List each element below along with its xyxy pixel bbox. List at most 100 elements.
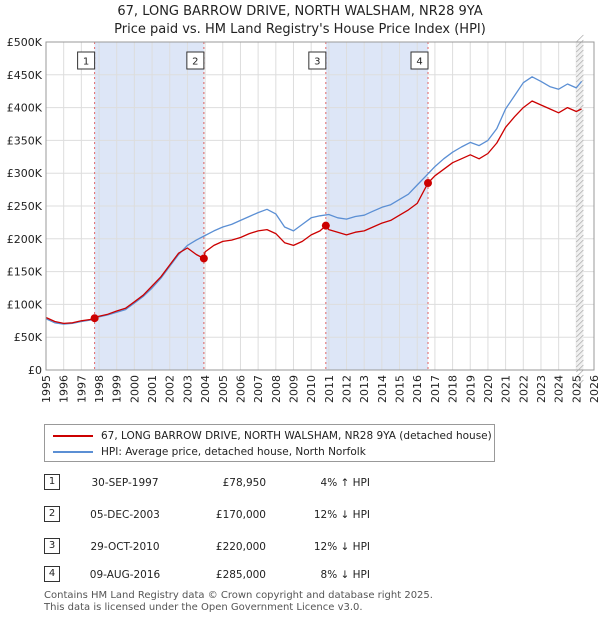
x-tick-label: 2017 bbox=[429, 375, 442, 403]
x-tick-label: 2005 bbox=[217, 375, 230, 403]
chart-title-line1: 67, LONG BARROW DRIVE, NORTH WALSHAM, NR… bbox=[117, 4, 483, 19]
forecast-hatch bbox=[576, 114, 584, 123]
x-tick-label: 2024 bbox=[553, 375, 566, 403]
forecast-hatch bbox=[576, 84, 584, 93]
x-tick-label: 2009 bbox=[287, 375, 300, 403]
sale-number-badge: 2 bbox=[44, 506, 60, 522]
forecast-hatch bbox=[576, 129, 584, 138]
x-tick-label: 2002 bbox=[164, 375, 177, 403]
forecast-hatch bbox=[576, 149, 584, 158]
x-tick-label: 1996 bbox=[58, 375, 71, 403]
forecast-hatch bbox=[576, 279, 584, 288]
x-tick-label: 2004 bbox=[199, 375, 212, 403]
forecast-hatch bbox=[576, 309, 584, 318]
forecast-hatch bbox=[576, 364, 584, 373]
forecast-hatch bbox=[576, 244, 584, 253]
forecast-hatch bbox=[576, 69, 584, 78]
forecast-hatch bbox=[576, 34, 584, 43]
forecast-hatch bbox=[576, 334, 584, 343]
forecast-hatch bbox=[576, 294, 584, 303]
forecast-hatch bbox=[576, 179, 584, 188]
y-axis: £0 £50K £100K £150K £200K £250K £300K £350K £400… bbox=[7, 36, 43, 377]
sale-point bbox=[90, 314, 99, 323]
forecast-hatch bbox=[576, 374, 584, 383]
forecast-hatch bbox=[576, 349, 584, 358]
x-tick-label: 2014 bbox=[376, 375, 389, 403]
forecast-hatch bbox=[576, 314, 584, 323]
forecast-hatch bbox=[576, 64, 584, 73]
x-tick-label: 2020 bbox=[482, 375, 495, 403]
footer: Contains HM Land Registry data © Crown c… bbox=[44, 590, 433, 614]
forecast-hatch bbox=[576, 304, 584, 313]
forecast-hatch bbox=[576, 89, 584, 98]
x-tick-label: 2011 bbox=[323, 375, 336, 403]
sale-point bbox=[424, 179, 433, 188]
y-tick-label: £250K bbox=[7, 200, 43, 213]
forecast-hatch bbox=[576, 369, 584, 378]
forecast-hatch bbox=[576, 354, 584, 363]
y-tick-label: £450K bbox=[7, 69, 43, 82]
forecast-hatch bbox=[576, 159, 584, 168]
sale-price: £170,000 bbox=[215, 509, 266, 521]
forecast-hatch bbox=[576, 329, 584, 338]
sale-date: 09-AUG-2016 bbox=[89, 569, 161, 581]
forecast-hatch bbox=[576, 239, 584, 248]
sale-row: 2 05-DEC-2003 £170,000 12% ↓ HPI bbox=[44, 506, 464, 524]
forecast-hatch bbox=[576, 169, 584, 178]
legend: 67, LONG BARROW DRIVE, NORTH WALSHAM, NR… bbox=[44, 424, 495, 462]
sale-point bbox=[321, 221, 330, 230]
forecast-hatch bbox=[576, 214, 584, 223]
sale-price: £78,950 bbox=[222, 477, 266, 489]
forecast-hatch bbox=[576, 124, 584, 133]
y-tick-label: £400K bbox=[7, 102, 43, 115]
sale-marker-box bbox=[308, 51, 327, 70]
forecast-hatch bbox=[576, 274, 584, 283]
legend-swatch-price bbox=[53, 435, 93, 437]
hpi-line bbox=[45, 76, 583, 325]
y-tick-label: £200K bbox=[7, 233, 43, 246]
forecast-hatch bbox=[576, 189, 584, 198]
forecast-hatch bbox=[576, 184, 584, 193]
forecast-hatch bbox=[576, 154, 584, 163]
sale-point bbox=[199, 254, 208, 263]
forecast-hatch bbox=[576, 99, 584, 108]
forecast-hatch bbox=[576, 219, 584, 228]
forecast-hatch bbox=[576, 289, 584, 298]
forecast-hatch bbox=[576, 344, 584, 353]
sale-marker-label: 4 bbox=[416, 57, 422, 68]
x-tick-label: 2025 bbox=[570, 375, 583, 403]
forecast-hatch bbox=[576, 224, 584, 233]
sale-row: 1 30-SEP-1997 £78,950 4% ↑ HPI bbox=[44, 474, 464, 492]
forecast-hatch bbox=[576, 164, 584, 173]
forecast-hatch bbox=[576, 109, 584, 118]
legend-label-price: 67, LONG BARROW DRIVE, NORTH WALSHAM, NR… bbox=[101, 430, 492, 442]
forecast-hatch bbox=[576, 134, 584, 143]
y-tick-label: £50K bbox=[14, 331, 43, 344]
x-tick-label: 2010 bbox=[305, 375, 318, 403]
chart-title-line2: Price paid vs. HM Land Registry's House … bbox=[114, 22, 486, 37]
sale-hpi-diff: 12% ↓ HPI bbox=[313, 541, 370, 553]
x-tick-label: 1995 bbox=[40, 375, 53, 403]
x-tick-label: 2019 bbox=[464, 375, 477, 403]
chart: 1 2 3 4 £0 £50K £100K £150K £200K £250K £300K £350… bbox=[7, 34, 600, 403]
forecast-hatch bbox=[576, 94, 584, 103]
forecast-hatch bbox=[576, 249, 584, 258]
forecast-region bbox=[576, 34, 584, 388]
legend-label-hpi: HPI: Average price, detached house, Nort… bbox=[101, 446, 366, 458]
sale-row: 4 09-AUG-2016 £285,000 8% ↓ HPI bbox=[44, 566, 464, 584]
forecast-hatch bbox=[576, 234, 584, 243]
x-tick-label: 2012 bbox=[341, 375, 354, 403]
sale-number-badge: 3 bbox=[44, 538, 60, 554]
sale-marker-box bbox=[186, 51, 205, 70]
sale-row: 3 29-OCT-2010 £220,000 12% ↓ HPI bbox=[44, 538, 464, 556]
y-tick-label: £300K bbox=[7, 167, 43, 180]
sale-hpi-diff: 8% ↓ HPI bbox=[320, 569, 370, 581]
sale-hpi-diff: 12% ↓ HPI bbox=[313, 509, 370, 521]
x-tick-label: 2000 bbox=[128, 375, 141, 403]
forecast-hatch bbox=[576, 269, 584, 278]
forecast-hatch bbox=[576, 44, 584, 53]
sale-number-badge: 1 bbox=[44, 474, 60, 490]
forecast-hatch bbox=[576, 199, 584, 208]
forecast-hatch bbox=[576, 59, 584, 68]
forecast-hatch bbox=[576, 39, 584, 48]
